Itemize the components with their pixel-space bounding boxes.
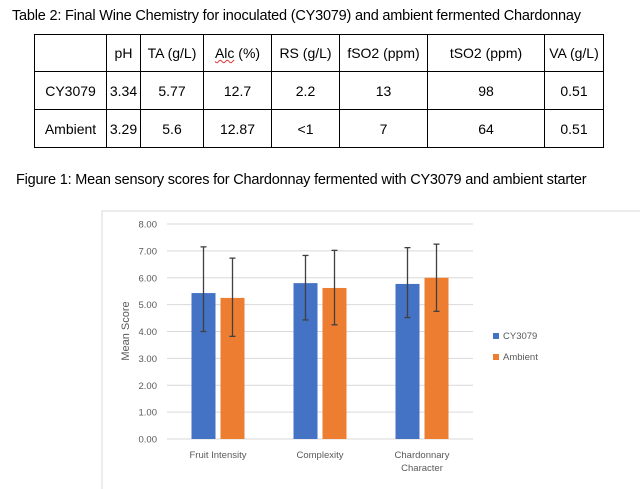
y-tick-label: 3.00	[139, 354, 158, 365]
header-cell: fSO2 (ppm)	[339, 34, 428, 72]
header-cell: tSO2 (ppm)	[427, 34, 545, 72]
cell: 12.87	[203, 109, 272, 148]
cell: 3.29	[106, 109, 141, 148]
cell: 13	[339, 71, 428, 110]
legend-label: Ambient	[503, 352, 538, 363]
cell: 5.6	[140, 109, 204, 148]
x-tick-label: Fruit Intensity	[189, 450, 246, 461]
y-tick-label: 1.00	[139, 408, 158, 419]
cell: <1	[271, 109, 340, 148]
y-tick-label: 7.00	[139, 246, 158, 257]
figure-caption: Figure 1: Mean sensory scores for Chardo…	[16, 172, 587, 188]
header-cell: Alc (%)	[203, 34, 272, 72]
chart-border	[101, 210, 640, 489]
y-tick-label: 8.00	[139, 220, 158, 231]
x-tick-label: Chardonnary	[395, 450, 450, 461]
y-tick-label: 0.00	[139, 435, 158, 446]
cell: 5.77	[140, 71, 204, 110]
x-tick-label: Character	[401, 463, 443, 474]
header-cell: VA (g/L)	[544, 34, 604, 72]
y-tick-label: 6.00	[139, 273, 158, 284]
wine-chemistry-table: pH TA (g/L) Alc (%) RS (g/L) fSO2 (ppm) …	[34, 34, 604, 148]
header-cell: pH	[106, 34, 141, 72]
y-tick-label: 5.00	[139, 300, 158, 311]
table-row: Ambient 3.29 5.6 12.87 <1 7 64 0.51	[34, 109, 604, 148]
y-tick-label: 4.00	[139, 327, 158, 338]
cell: 64	[427, 109, 545, 148]
y-tick-label: 2.00	[139, 381, 158, 392]
legend-swatch	[493, 333, 499, 339]
legend-label: CY3079	[503, 331, 537, 342]
x-tick-label: Complexity	[297, 450, 344, 461]
legend-swatch	[493, 354, 499, 360]
table-header-row: pH TA (g/L) Alc (%) RS (g/L) fSO2 (ppm) …	[34, 34, 604, 72]
cell: 0.51	[544, 71, 604, 110]
cell: 0.51	[544, 109, 604, 148]
header-cell	[34, 34, 107, 72]
table-caption: Table 2: Final Wine Chemistry for inocul…	[12, 8, 581, 24]
cell: 7	[339, 109, 428, 148]
cell: Ambient	[34, 109, 107, 148]
y-axis-label: Mean Score	[120, 301, 132, 360]
